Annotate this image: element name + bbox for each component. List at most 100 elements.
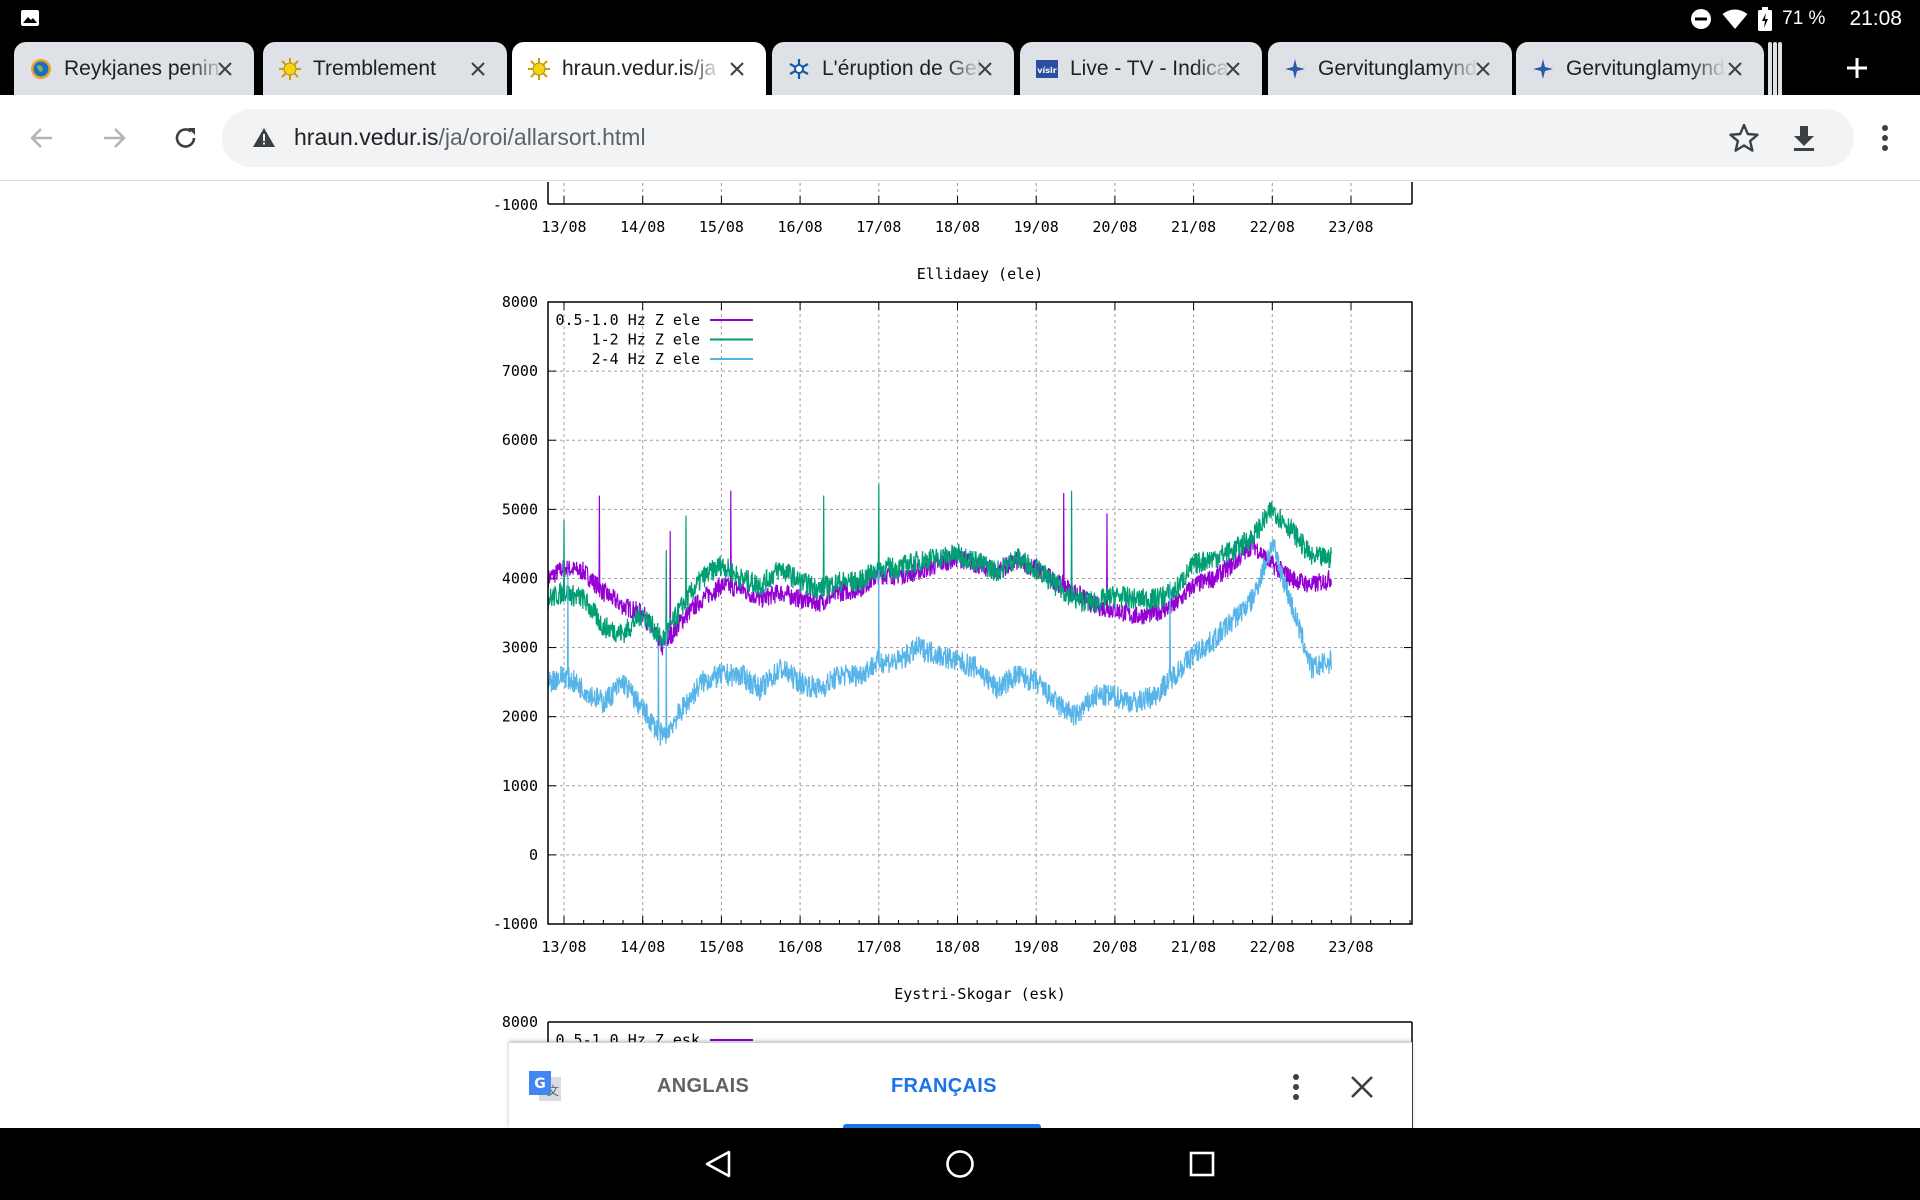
tab-title: Gervitunglamyndir <box>1318 56 1478 80</box>
x-tick-label: 22/08 <box>1250 938 1295 956</box>
tab-gervitungl-2[interactable]: Gervitunglamyndir <box>1516 42 1764 95</box>
nav-recents-button[interactable] <box>1180 1142 1224 1186</box>
close-tab-icon[interactable] <box>1222 58 1244 80</box>
url-host: hraun.vedur.is <box>294 124 439 150</box>
y-tick-label: 5000 <box>502 500 538 518</box>
svg-text:G: G <box>534 1076 546 1092</box>
android-navigation-bar <box>0 1128 1920 1200</box>
x-tick-label: 13/08 <box>541 938 586 956</box>
bookmark-star-icon[interactable] <box>1728 122 1760 154</box>
close-tab-icon[interactable] <box>467 58 489 80</box>
x-tick-label: 20/08 <box>1092 938 1137 956</box>
do-not-disturb-icon <box>1690 8 1712 30</box>
tab-tremblement[interactable]: Tremblement <box>263 42 507 95</box>
forward-arrow-icon <box>104 128 126 148</box>
close-tab-icon[interactable] <box>214 58 236 80</box>
close-tab-icon[interactable] <box>1472 58 1494 80</box>
close-tab-icon[interactable] <box>1724 58 1746 80</box>
not-secure-warning-icon[interactable] <box>252 126 276 150</box>
globe-icon <box>30 58 52 80</box>
x-tick-label: 14/08 <box>620 938 665 956</box>
nav-back-button[interactable] <box>696 1142 740 1186</box>
y-tick-label: 0 <box>529 846 538 864</box>
prev-x-tick-label: 17/08 <box>856 218 901 236</box>
legend-label: 0.5-1.0 Hz Z ele <box>556 311 701 329</box>
y-tick-label: 8000 <box>502 293 538 311</box>
plot-frame <box>547 301 1413 925</box>
nav-home-button[interactable] <box>938 1142 982 1186</box>
translate-options-button[interactable] <box>1281 1070 1311 1104</box>
address-bar[interactable]: hraun.vedur.is/ja/oroi/allarsort.html <box>222 109 1854 167</box>
tab-strip: Reykjanes peninsula Tremblement hraun.ve… <box>0 37 1920 95</box>
plus-icon <box>1847 58 1867 78</box>
tab-eruption[interactable]: L'éruption de Geldingadalir <box>772 42 1014 95</box>
tab-title: Tremblement <box>313 56 436 80</box>
legend-label: 2-4 Hz Z ele <box>592 350 700 368</box>
y-tick-label: 6000 <box>502 431 538 449</box>
y-tick-label: -1000 <box>493 915 538 933</box>
source-language-tab[interactable]: ANGLAIS <box>657 1075 750 1097</box>
series-line-2 <box>547 539 1332 746</box>
wifi-icon <box>1722 8 1748 30</box>
series-line-0 <box>547 490 1332 656</box>
sun-icon <box>528 57 550 80</box>
forward-button[interactable] <box>92 116 136 160</box>
more-vert-icon <box>1882 125 1888 151</box>
prev-x-tick-label: 14/08 <box>620 218 665 236</box>
new-tab-button[interactable] <box>1840 51 1874 85</box>
prev-y-tick-label: -1000 <box>493 196 538 214</box>
close-tab-icon[interactable] <box>974 58 996 80</box>
battery-icon <box>1758 6 1773 31</box>
close-icon <box>1351 1076 1373 1098</box>
tab-title: Gervitunglamyndir <box>1566 56 1726 80</box>
reload-icon <box>175 128 196 148</box>
tab-reykjanes[interactable]: Reykjanes peninsula <box>14 42 254 95</box>
tab-title: L'éruption de Geldingadalir <box>822 56 982 80</box>
home-circle-icon <box>946 1150 974 1178</box>
back-button[interactable] <box>20 116 64 160</box>
next-y-tick-label: 8000 <box>502 1013 538 1031</box>
x-tick-label: 17/08 <box>856 938 901 956</box>
target-language-tab[interactable]: FRANÇAIS <box>891 1075 997 1097</box>
y-tick-label: 7000 <box>502 362 538 380</box>
tab-gervitungl-1[interactable]: Gervitunglamyndir <box>1268 42 1512 95</box>
page-content: -1000 13/08 14/08 15/08 16/08 17/08 18/08 19/08… <box>0 182 1920 1128</box>
y-tick-label: 2000 <box>502 708 538 726</box>
x-tick-label: 23/08 <box>1328 938 1373 956</box>
svg-text:vísir: vísir <box>1037 66 1056 75</box>
translate-close-button[interactable] <box>1345 1070 1379 1104</box>
url-path: /ja/oroi/allarsort.html <box>438 124 646 150</box>
snowflake-icon <box>788 58 810 80</box>
tab-hraun-active[interactable]: hraun.vedur.is/ja <box>512 42 766 95</box>
tab-live-tv[interactable]: vísir Live - TV - Indicators <box>1020 42 1262 95</box>
next-chart-title: Eystri-Skogar (esk) <box>894 985 1066 1003</box>
image-notification-icon <box>20 8 40 28</box>
x-tick-label: 18/08 <box>935 938 980 956</box>
visir-icon: vísir <box>1036 58 1058 80</box>
prev-x-tick-label: 23/08 <box>1328 218 1373 236</box>
status-bar: 71 % 21:08 <box>0 0 1920 37</box>
close-tab-icon[interactable] <box>726 58 748 80</box>
x-tick-label: 21/08 <box>1171 938 1216 956</box>
back-triangle-icon <box>705 1150 731 1178</box>
browser-menu-button[interactable] <box>1868 116 1902 160</box>
satellite-icon <box>1284 58 1306 80</box>
tab-title: hraun.vedur.is/ja <box>562 56 717 80</box>
prev-x-tick-label: 20/08 <box>1092 218 1137 236</box>
x-tick-label: 19/08 <box>1014 938 1059 956</box>
sun-icon <box>279 57 301 80</box>
tab-stack-indicator[interactable] <box>1768 42 1784 95</box>
chart-title: Ellidaey (ele) <box>917 265 1043 283</box>
download-icon[interactable] <box>1788 122 1820 154</box>
x-tick-label: 15/08 <box>699 938 744 956</box>
reload-button[interactable] <box>164 116 208 160</box>
recents-square-icon <box>1189 1151 1215 1177</box>
series-line-1 <box>547 484 1332 650</box>
tab-title: Live - TV - Indicators <box>1070 56 1230 80</box>
clock: 21:08 <box>1849 6 1902 30</box>
more-vert-icon <box>1293 1074 1299 1100</box>
prev-x-tick-label: 13/08 <box>541 218 586 236</box>
url-text[interactable]: hraun.vedur.is/ja/oroi/allarsort.html <box>294 124 646 151</box>
